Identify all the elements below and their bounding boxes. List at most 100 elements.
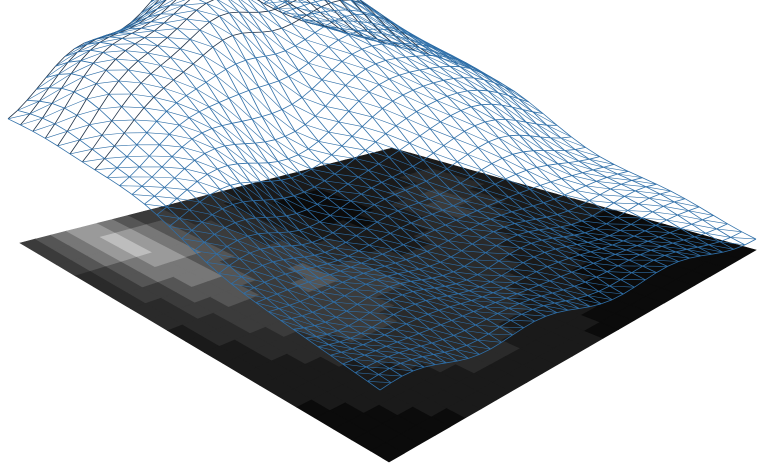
wireframe-edge <box>601 244 613 249</box>
wireframe-edge <box>661 242 673 247</box>
wireframe-edge <box>392 100 417 112</box>
wireframe-edge <box>540 185 555 200</box>
wireframe-edge <box>202 46 214 56</box>
wireframe-edge <box>535 218 550 229</box>
wireframe-edge <box>549 280 564 291</box>
wireframe-edge <box>283 197 297 214</box>
wireframe-edge <box>461 243 473 252</box>
wireframe-edge <box>556 309 569 313</box>
wireframe-edge <box>153 0 167 6</box>
wireframe-edge <box>348 100 360 112</box>
wireframe-edge <box>189 39 204 56</box>
wireframe-edge <box>366 228 381 240</box>
wireframe-edge <box>137 52 149 62</box>
wireframe-edge <box>333 301 358 305</box>
wireframe-edge <box>617 217 642 219</box>
wireframe-edge <box>114 132 125 147</box>
wireframe-edge <box>388 150 400 158</box>
wireframe-edge <box>179 209 190 219</box>
wireframe-edge <box>538 228 550 231</box>
wireframe-edge <box>139 155 150 168</box>
wireframe-edge <box>541 292 553 297</box>
wireframe-edge <box>215 68 227 76</box>
wireframe-edge <box>436 100 451 116</box>
wireframe-edge <box>306 209 331 216</box>
wireframe-edge <box>667 261 679 267</box>
wireframe-edge <box>525 220 550 229</box>
wireframe-edge <box>452 200 464 207</box>
wireframe-edge <box>311 79 323 90</box>
wireframe-edge <box>198 111 213 129</box>
wireframe-edge <box>365 149 390 158</box>
wireframe-edge <box>341 61 356 77</box>
wireframe-edge <box>503 287 518 295</box>
wireframe-edge <box>423 43 449 57</box>
wireframe-edge <box>409 39 434 52</box>
wireframe-edge <box>519 192 544 203</box>
wireframe-edge <box>191 138 215 149</box>
wireframe-edge <box>557 214 582 222</box>
wireframe-edge <box>232 32 243 36</box>
wireframe-edge <box>325 316 337 323</box>
wireframe-edge <box>343 20 368 32</box>
wireframe-edge <box>636 245 652 251</box>
wireframe-edge <box>389 368 403 377</box>
wireframe-edge <box>416 255 441 263</box>
wireframe-edge <box>109 36 123 39</box>
wireframe-edge <box>379 238 394 250</box>
wireframe-edge <box>331 154 346 167</box>
wireframe-edge <box>429 266 454 273</box>
wireframe-edge <box>491 163 506 180</box>
wireframe-edge <box>207 174 231 186</box>
wireframe-edge <box>268 308 280 313</box>
wireframe-edge <box>314 32 339 41</box>
wireframe-edge <box>218 265 230 274</box>
wireframe-edge <box>458 228 470 236</box>
wireframe-edge <box>494 119 510 136</box>
wireframe-edge <box>314 32 329 48</box>
wireframe-edge <box>96 80 119 84</box>
wireframe-edge <box>373 334 385 341</box>
wireframe-edge <box>470 106 486 123</box>
wireframe-edge <box>147 52 171 58</box>
wireframe-edge <box>488 141 513 155</box>
wireframe-edge <box>368 163 380 171</box>
wireframe-edge <box>111 120 125 134</box>
wireframe-edge <box>316 263 328 267</box>
wireframe-edge <box>325 321 349 327</box>
wireframe-edge <box>199 29 214 48</box>
wireframe-edge <box>48 74 59 88</box>
wireframe-edge <box>631 177 643 181</box>
wireframe-edge <box>585 281 610 287</box>
wireframe-edge <box>306 14 330 22</box>
wireframe-edge <box>392 249 407 260</box>
wireframe-edge <box>642 259 654 267</box>
wireframe-edge <box>328 121 339 133</box>
wireframe-edge <box>192 63 207 83</box>
wireframe-edge <box>444 349 456 353</box>
wireframe-edge <box>374 204 399 212</box>
wireframe-edge <box>587 239 599 243</box>
wireframe-edge <box>716 228 732 238</box>
wireframe-edge <box>623 286 635 295</box>
wireframe-edge <box>440 256 452 263</box>
wireframe-edge <box>341 145 356 159</box>
wireframe-edge <box>206 2 230 14</box>
wireframe-edge <box>423 289 437 299</box>
wireframe-edge <box>301 242 313 246</box>
wireframe-edge <box>245 59 270 85</box>
wireframe-edge <box>341 348 353 353</box>
wireframe-edge <box>348 34 373 47</box>
wireframe-edge <box>7 113 30 120</box>
wireframe-edge <box>392 244 404 250</box>
wireframe-edge <box>366 361 378 368</box>
wireframe-edge <box>310 291 322 298</box>
wireframe-edge <box>490 281 505 289</box>
wireframe-edge <box>615 254 630 261</box>
wireframe-edge <box>498 196 509 202</box>
wireframe-edge <box>533 256 559 263</box>
wireframe-edge <box>173 4 184 15</box>
wireframe-edge <box>609 230 621 236</box>
wireframe-edge <box>306 11 321 16</box>
wireframe-edge <box>418 268 433 279</box>
